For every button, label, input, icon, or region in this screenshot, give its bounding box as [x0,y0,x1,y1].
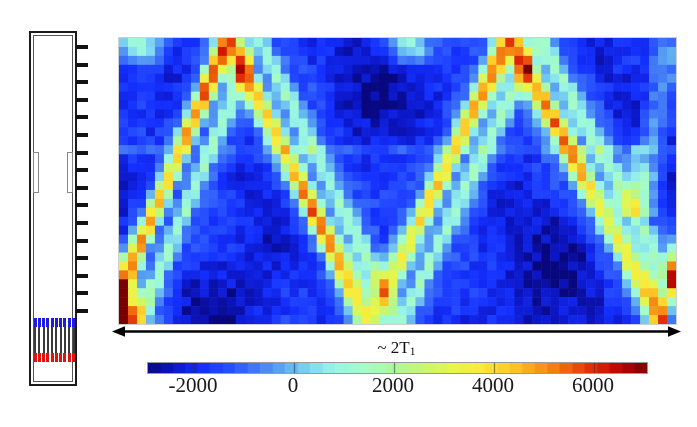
scale-tick [76,185,88,190]
heatmap-canvas [118,37,677,325]
comb-bottom-cap [72,353,75,362]
comb-bottom-cap [63,353,67,362]
window-slot-left [33,152,39,193]
scale-tick [76,97,88,102]
scale-tick [76,115,88,120]
colorbar-tick-label: -2000 [168,373,218,397]
colorbar [147,362,648,374]
comb-tooth [42,327,45,354]
scale-tick [76,150,88,155]
scale-tick [76,80,88,85]
comb-top-cap [50,318,54,327]
comb-top-cap [67,318,71,327]
window-slot-right [67,152,73,193]
scale-tick [76,238,88,243]
x-axis-label-text: ~ 2T [377,338,410,357]
x-axis-label-subscript: 1 [409,344,416,358]
comb-tooth [46,327,49,354]
comb-tooth [51,327,54,354]
comb-tooth [68,327,71,354]
comb-bottom-cap [67,353,71,362]
comb-top-cap [33,318,37,327]
comb-bottom-cap [33,353,37,362]
arrow-head-right [668,326,681,337]
comb-bottom-cap [54,353,58,362]
comb-tooth [38,327,41,354]
scale-tick [76,133,88,137]
comb-bottom-cap [42,353,46,362]
scale-tick [76,62,88,67]
x-axis-label: ~ 2T1 [118,338,675,358]
comb-top-cap [59,318,63,327]
x-axis-arrow [112,326,681,337]
comb-bottom-cap [37,353,41,362]
comb-top-cap [42,318,46,327]
comb-tooth [55,327,58,354]
scale-tick [76,309,88,313]
comb-tooth [34,327,36,354]
colorbar-tick-label: 0 [287,373,299,397]
comb-bottom-cap [59,353,63,362]
comb-top-cap [46,318,50,327]
comb-top-cap [72,318,75,327]
scale-tick [76,221,88,225]
comb-top-cap [37,318,41,327]
comb-bottom-cap [50,353,54,362]
scale-tick [76,168,88,173]
arrow-head-left [112,326,125,337]
comb-bottom-cap [46,353,50,362]
colorbar-tick-label: 6000 [572,373,614,397]
comb-top-cap [54,318,58,327]
scale-tick [76,203,88,208]
scale-tick [76,291,88,296]
scale-tick [76,45,88,49]
scale-tick [76,256,88,261]
comb-tooth [59,327,62,354]
comb-top-cap [63,318,67,327]
comb-tooth [72,327,75,354]
scale-tick [76,273,88,278]
colorbar-tick-label: 4000 [472,373,514,397]
colorbar-tick-label: 2000 [372,373,414,397]
comb-tooth [63,327,66,354]
